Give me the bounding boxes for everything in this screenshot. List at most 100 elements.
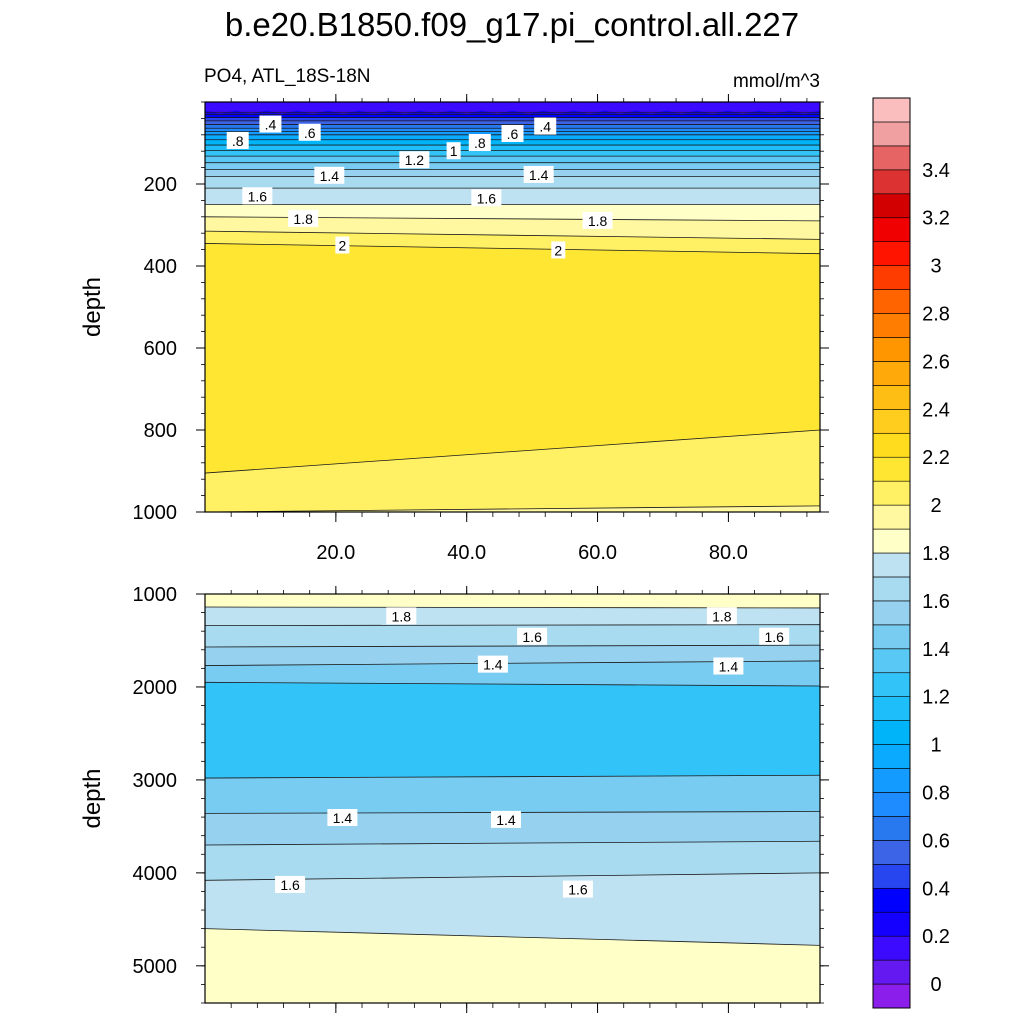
lower-panel: 1.8 1.8 1.6 1.6 1.4 1.4 1.4 1.4 1.6 1.6 1000 2000 30…: [79, 584, 829, 1013]
band-10: [205, 928, 820, 1003]
contour-label: .4: [539, 119, 551, 135]
contour-label: 1.4: [496, 812, 516, 828]
contour-label: 1.6: [568, 882, 588, 898]
colorbar-box: [872, 504, 911, 530]
colorbar-box: [872, 935, 911, 961]
colorbar-box: [872, 624, 911, 650]
contour-label: .6: [304, 125, 316, 141]
colorbar-frame: [872, 97, 911, 1009]
colorbar: 0 0.2 0.4 0.6 0.8 1 1.2 1.4 1.6 1.8 2 2.2 2.4 2.6 2.8 3…: [872, 97, 950, 1009]
contour-label-bg: [446, 142, 461, 160]
contour-label-bg: [517, 627, 548, 645]
colorbar-box: [872, 528, 911, 554]
colorbar-box: [872, 792, 911, 817]
colorbar-tick-label: 2.4: [922, 399, 950, 421]
ytick-label: 1000: [133, 502, 178, 524]
colorbar-box: [872, 97, 911, 123]
contour-label: 2: [554, 242, 562, 258]
colorbar-box: [872, 217, 911, 242]
colorbar-tick-label: 1.4: [922, 639, 950, 661]
contour-label: 1.4: [483, 657, 503, 673]
contour-line: [205, 840, 820, 846]
upper-panel: .4.6.81.21.8.6.41.4 1.41.6 1.61.8 1.82 22004…: [79, 94, 829, 564]
colorbar-box: [872, 432, 911, 458]
xtick-label: 80.0: [709, 542, 748, 564]
contour-label-bg: [759, 627, 790, 645]
contour-label-bg: [468, 134, 491, 151]
colorbar-box: [872, 409, 911, 434]
colorbar-box: [872, 696, 911, 721]
contour-line: [205, 774, 820, 779]
contour-label-bg: [399, 151, 430, 169]
colorbar-tick-label: 0.4: [922, 878, 950, 900]
colorbar-box: [872, 552, 911, 578]
contour-label-bg: [298, 123, 321, 141]
contour-label-bg: [288, 209, 319, 227]
colorbar-tick-label: 2: [930, 495, 941, 517]
contour-label-bg: [226, 131, 249, 149]
contour-label: 1: [450, 143, 458, 159]
colorbar-box: [872, 361, 911, 386]
colorbar-box: [872, 840, 911, 865]
colorbar-box: [872, 337, 911, 362]
ytick-label: 200: [144, 174, 177, 196]
colorbar-box: [872, 456, 911, 482]
colorbar-box: [872, 193, 911, 219]
contour-label-bg: [242, 187, 273, 205]
contour-line: [205, 681, 820, 687]
lower-fills: [205, 594, 820, 1003]
colorbar-box: [872, 648, 911, 674]
contour-line: [205, 243, 820, 255]
colorbar-box: [872, 816, 911, 841]
contour-label: 1.6: [248, 188, 268, 204]
colorbar-tick-label: 2.8: [922, 304, 950, 326]
contour-line: [205, 230, 820, 240]
contour-label: .8: [474, 135, 486, 151]
colorbar-box: [872, 576, 911, 602]
colorbar-box: [872, 289, 911, 314]
units-label: mmol/m^3: [733, 71, 820, 92]
colorbar-tick-label: 3.2: [922, 208, 950, 230]
xtick-label: 40.0: [447, 542, 486, 564]
y-axis-label: depth: [79, 768, 106, 828]
colorbar-box: [872, 911, 911, 937]
contour-label-bg: [259, 115, 282, 133]
colorbar-box: [872, 265, 911, 290]
ytick-label: 800: [144, 420, 177, 442]
colorbar-box: [872, 169, 911, 195]
contour-label-bg: [490, 810, 521, 828]
ytick-label: 2000: [133, 677, 178, 699]
colorbar-box: [872, 959, 911, 985]
colorbar-box: [872, 744, 911, 769]
contour-line: [205, 644, 820, 648]
contour-label-bg: [551, 241, 566, 259]
colorbar-box: [872, 983, 911, 1009]
contour-label-bg: [314, 166, 345, 184]
contour-label: .4: [265, 117, 277, 133]
colorbar-tick-label: 1.2: [922, 687, 950, 709]
colorbar-tick-label: 0.2: [922, 926, 950, 948]
contour-label-bg: [471, 189, 502, 207]
colorbar-box: [872, 672, 911, 697]
colorbar-box: [872, 385, 911, 410]
colorbar-box: [872, 768, 911, 793]
chart-title: b.e20.B1850.f09_g17.pi_control.all.227: [225, 6, 799, 43]
contour-label-bg: [562, 880, 593, 898]
contour-label: 1.8: [392, 608, 412, 624]
colorbar-tick-label: 1.6: [922, 591, 950, 613]
colorbar-box: [872, 480, 911, 506]
contour-line: [205, 872, 820, 881]
contour-label: 1.8: [588, 213, 608, 229]
colorbar-tick-label: 0.6: [922, 830, 950, 852]
contour-label: .8: [232, 133, 244, 149]
ytick-label: 4000: [133, 863, 178, 885]
ytick-label: 400: [144, 256, 177, 278]
colorbar-box: [872, 600, 911, 626]
contour-line: [205, 624, 820, 627]
contour-label: 1.4: [719, 659, 739, 675]
xtick-label: 20.0: [316, 542, 355, 564]
contour-line: [205, 928, 820, 946]
contour-label-bg: [706, 607, 737, 625]
ytick-label: 5000: [133, 956, 178, 978]
contour-label-bg: [477, 655, 508, 673]
